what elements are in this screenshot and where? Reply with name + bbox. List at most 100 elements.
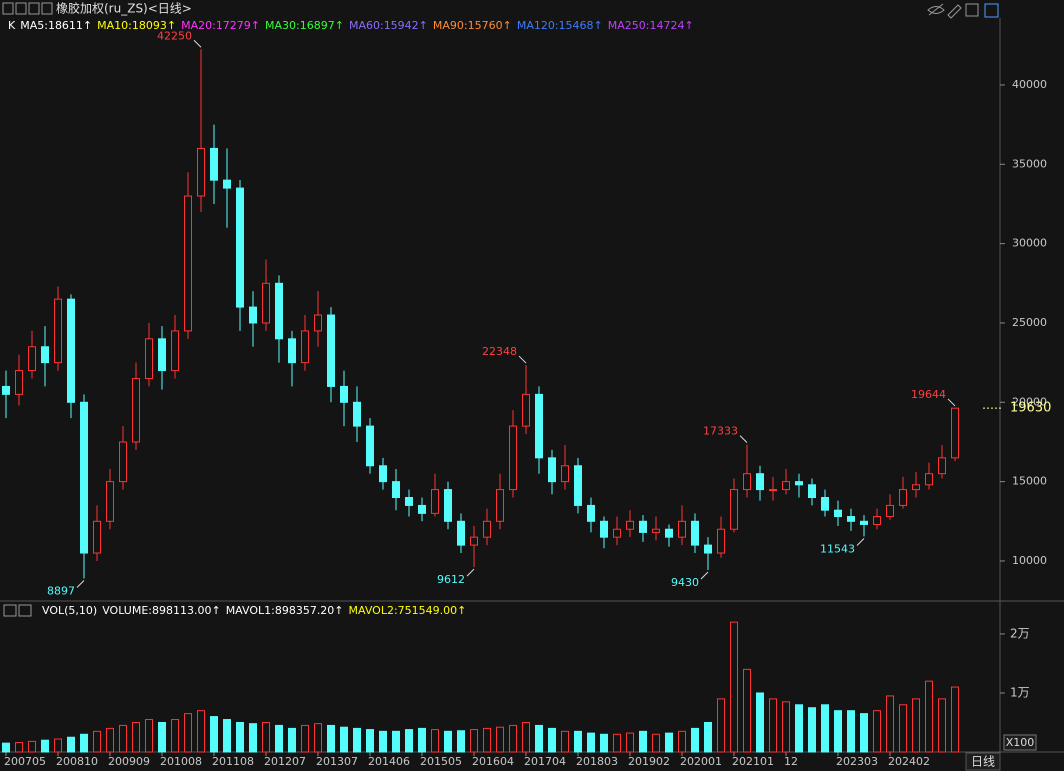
volume-bar	[496, 726, 504, 753]
candle-body	[262, 282, 270, 324]
volume-bar	[249, 723, 257, 753]
legend-item: MAVOL1:898357.20↑	[226, 604, 344, 617]
volume-bar	[15, 742, 23, 753]
candle-body	[145, 338, 153, 379]
y-tick-label: 40000	[1012, 78, 1047, 91]
candle-body	[15, 370, 23, 395]
panel-icon[interactable]	[18, 604, 32, 617]
volume-bar	[67, 736, 75, 753]
x-tick-label: 202402	[888, 755, 930, 768]
legend-item: MA250:14724↑	[608, 19, 694, 32]
candle-body	[626, 520, 634, 530]
toolbar-icon[interactable]	[2, 2, 14, 15]
x-tick-label: 200909	[108, 755, 150, 768]
volume-bar	[54, 738, 62, 753]
volume-bar	[145, 719, 153, 753]
high-annotation: 19644	[911, 388, 946, 401]
annotation-arrow	[76, 580, 85, 588]
volume-bar	[899, 704, 907, 753]
candle-body	[353, 401, 361, 427]
candle-body	[808, 484, 816, 498]
volume-bar	[717, 698, 725, 753]
x-tick-label: 201704	[524, 755, 566, 768]
volume-bar	[288, 727, 296, 753]
y-tick-label: 1万	[1010, 685, 1030, 699]
volume-bar	[184, 713, 192, 753]
candle-body	[873, 516, 881, 525]
legend-item: MA20:17279↑	[181, 19, 260, 32]
candle-body	[756, 473, 764, 491]
volume-bar	[93, 730, 101, 753]
candle-body	[795, 481, 803, 486]
x-tick-label: 200705	[4, 755, 46, 768]
period-label[interactable]: 日线	[971, 755, 995, 769]
candle-body	[717, 528, 725, 554]
legend-item: MA90:15760↑	[433, 19, 512, 32]
volume-bar	[483, 727, 491, 753]
window-icon[interactable]	[984, 3, 999, 18]
volume-bar	[847, 710, 855, 753]
annotation-arrow	[856, 538, 865, 546]
y-tick-label: 2万	[1010, 626, 1030, 640]
candle-body	[236, 187, 244, 308]
x-tick-label: 201108	[212, 755, 254, 768]
candle-body	[197, 147, 205, 197]
layout-icon[interactable]	[965, 3, 979, 17]
x-tick-label: 202001	[680, 755, 722, 768]
candle-body	[418, 504, 426, 514]
candle-body	[210, 147, 218, 181]
candle-body	[925, 473, 933, 486]
volume-bar	[457, 730, 465, 753]
volume-bar	[561, 730, 569, 753]
candle-body	[691, 520, 699, 546]
candle-body	[496, 489, 504, 522]
candle-body	[600, 520, 608, 538]
y-tick-label: 25000	[1012, 316, 1047, 329]
x-tick-label: 201008	[160, 755, 202, 768]
volume-bar	[301, 724, 309, 753]
volume-bar	[548, 727, 556, 753]
candle-body	[548, 457, 556, 483]
legend-item: MA10:18093↑	[97, 19, 176, 32]
volume-bar	[28, 740, 36, 753]
volume-bar	[275, 724, 283, 753]
edit-icon[interactable]	[947, 4, 962, 19]
candle-body	[821, 496, 829, 511]
candle-body	[132, 377, 140, 443]
x-tick-label: 200810	[56, 755, 98, 768]
candle-body	[704, 544, 712, 554]
hide-icon[interactable]	[927, 3, 945, 16]
volume-bar	[860, 713, 868, 753]
y-tick-label: 20000	[1012, 395, 1047, 408]
candle-body	[535, 393, 543, 459]
volume-bar	[873, 710, 881, 753]
volume-bar	[652, 733, 660, 753]
volume-bar	[210, 716, 218, 753]
volume-bar	[119, 724, 127, 753]
candle-body	[444, 489, 452, 522]
candle-body	[730, 489, 738, 530]
candle-body	[67, 298, 75, 403]
candle-body	[912, 484, 920, 491]
volume-bar	[41, 739, 49, 753]
chart-title: 橡胶加权(ru_ZS)<日线>	[56, 1, 192, 16]
volume-bar	[691, 727, 699, 753]
legend-item: MA60:15942↑	[349, 19, 428, 32]
candle-body	[639, 520, 647, 533]
toolbar-icon[interactable]	[15, 2, 27, 15]
legend-item: MA120:15468↑	[517, 19, 603, 32]
candle-body	[782, 481, 790, 491]
panel-icon[interactable]	[3, 604, 17, 617]
candle-body	[223, 179, 231, 189]
candle-body	[587, 504, 595, 522]
toolbar-icon[interactable]	[41, 2, 53, 15]
volume-bar	[912, 698, 920, 753]
candle-body	[405, 496, 413, 506]
candle-body	[847, 516, 855, 522]
toolbar-icon[interactable]	[28, 2, 40, 15]
period-box[interactable]	[965, 752, 1001, 771]
low-annotation: 9612	[437, 573, 465, 586]
annotation-arrow	[466, 568, 475, 577]
unit-box	[1003, 734, 1037, 751]
volume-bar	[769, 698, 777, 753]
